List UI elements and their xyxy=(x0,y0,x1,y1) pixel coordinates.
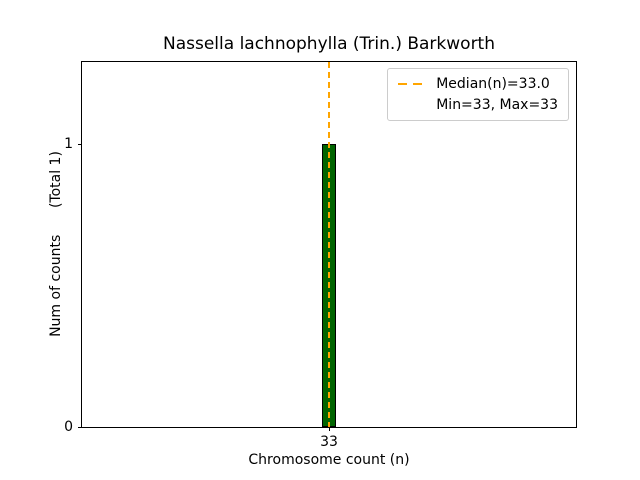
y-tick-mark-1 xyxy=(78,144,82,146)
plot-area: Median(n)=33.0 Min=33, Max=33 33 0 1 xyxy=(64,61,577,450)
y-tick-mark-0 xyxy=(78,427,82,428)
x-tick-mark xyxy=(329,427,330,431)
legend: Median(n)=33.0 Min=33, Max=33 xyxy=(387,68,569,121)
chart-title: Nassella lachnophylla (Trin.) Barkworth xyxy=(163,34,495,54)
x-tick-label: 33 xyxy=(320,434,338,450)
legend-row-median: Median(n)=33.0 xyxy=(398,76,558,92)
y-tick-label-1: 1 xyxy=(64,136,73,153)
median-dashed-line-icon xyxy=(398,83,429,85)
y-tick-label-0: 0 xyxy=(64,419,73,435)
legend-label-minmax: Min=33, Max=33 xyxy=(436,97,558,113)
x-axis-label: Chromosome count (n) xyxy=(248,452,410,468)
y-axis-label: Num of counts (Total 1) xyxy=(48,151,64,337)
legend-label-median: Median(n)=33.0 xyxy=(436,76,550,92)
legend-row-minmax: Min=33, Max=33 xyxy=(398,97,558,113)
median-line xyxy=(328,62,330,427)
legend-spacer xyxy=(398,104,428,106)
